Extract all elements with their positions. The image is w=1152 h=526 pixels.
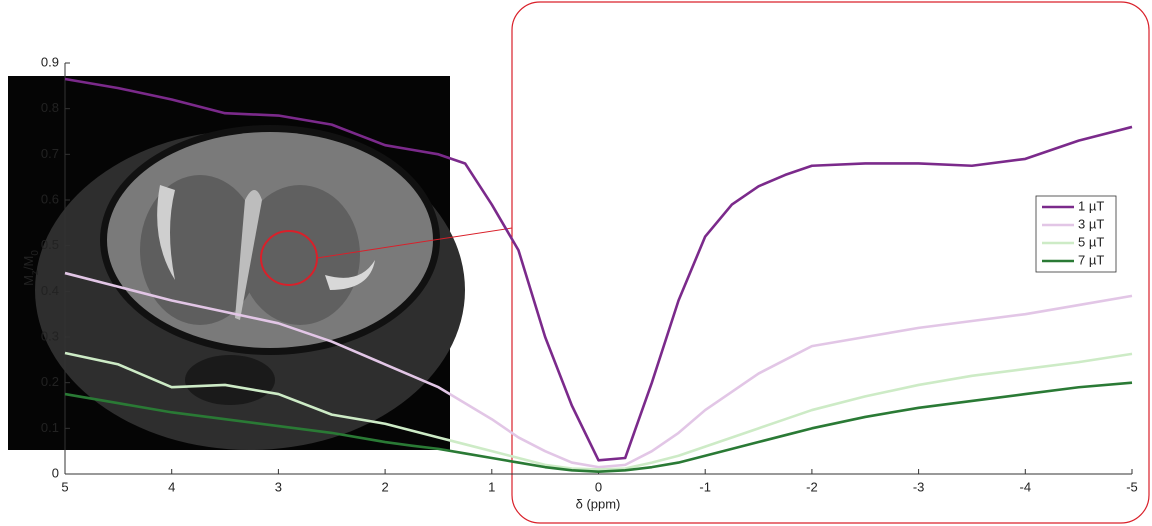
chart-frame	[511, 1, 1150, 524]
x-tick-label: 4	[168, 479, 175, 494]
y-tick-label: 0.1	[41, 420, 59, 435]
y-tick-label: 0.9	[41, 54, 59, 69]
plot: δ (ppm) Mz/M0	[21, 250, 620, 512]
ylabel-part: /M	[21, 256, 36, 270]
roi-connector	[316, 227, 513, 259]
lower-structure	[185, 355, 275, 405]
legend-label: 1 µT	[1078, 198, 1104, 213]
y-tick-label: 0.8	[41, 100, 59, 115]
x-tick-label: 0	[595, 479, 602, 494]
legend-box	[1035, 195, 1117, 273]
ylabel-part: 0	[30, 250, 41, 256]
x-tick-label: -3	[913, 479, 925, 494]
ventricle	[157, 185, 175, 280]
series-line	[64, 271, 1133, 469]
y-tick-label: 0.5	[41, 237, 59, 252]
legend-label: 3 µT	[1078, 216, 1104, 231]
y-tick-label: 0.7	[41, 146, 59, 161]
series-line	[64, 381, 1133, 474]
midline	[235, 190, 262, 320]
x-tick-label: -1	[699, 479, 711, 494]
ylabel-part: z	[30, 270, 41, 275]
series-line	[64, 351, 1133, 471]
x-axis-label: δ (ppm)	[576, 496, 621, 511]
ventricle	[325, 260, 375, 290]
x-tick-label: -5	[1126, 479, 1138, 494]
y-tick-label: 0.4	[41, 283, 59, 298]
y-tick-label: 0.2	[41, 374, 59, 389]
legend-label: 5 µT	[1078, 234, 1104, 249]
y-tick-label: 0.3	[41, 328, 59, 343]
legend-label: 7 µT	[1078, 252, 1104, 267]
x-tick-label: 1	[488, 479, 495, 494]
mri-image	[8, 76, 513, 450]
y-tick-label: 0	[52, 465, 59, 480]
x-tick-label: 5	[61, 479, 68, 494]
y-tick-label: 0.6	[41, 191, 59, 206]
x-tick-label: -2	[806, 479, 818, 494]
ylabel-part: M	[21, 275, 36, 286]
x-tick-label: 3	[275, 479, 282, 494]
y-axis-label: Mz/M0	[21, 250, 40, 286]
x-tick-label: 2	[381, 479, 388, 494]
x-tick-label: -4	[1020, 479, 1032, 494]
series-line	[64, 77, 1133, 462]
